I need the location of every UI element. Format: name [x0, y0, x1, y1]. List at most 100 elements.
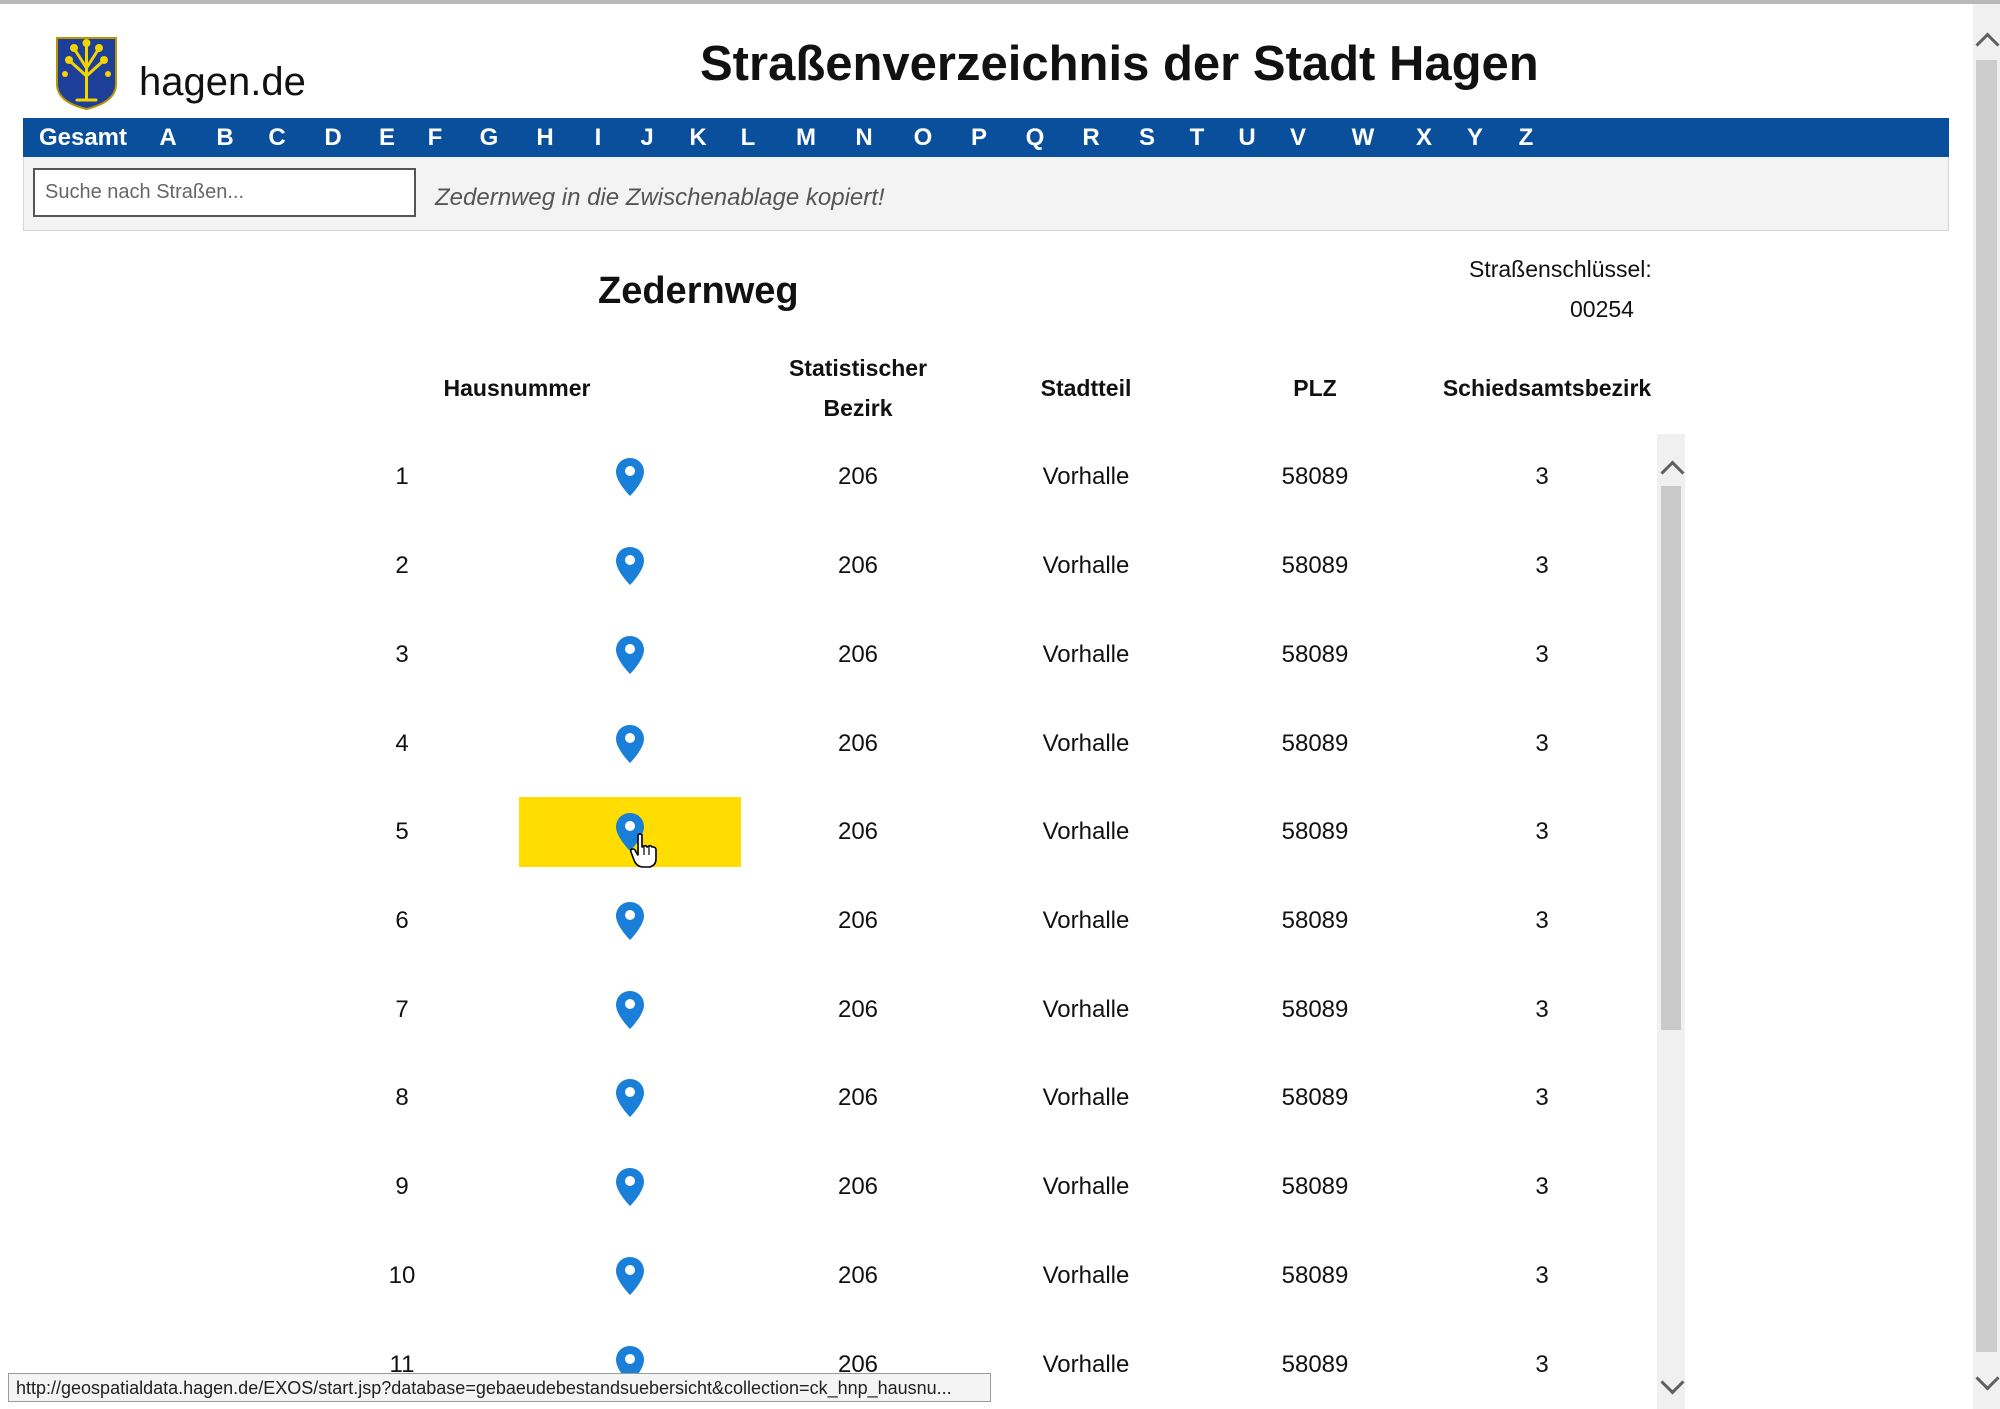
- nav-item-j[interactable]: J: [640, 124, 654, 151]
- cell-plz: 58089: [1281, 907, 1349, 934]
- nav-item-f[interactable]: F: [427, 124, 443, 151]
- cell-statistischer-bezirk: 206: [837, 1173, 879, 1200]
- map-pin-icon[interactable]: [615, 457, 645, 497]
- street-key-value: 00254: [1570, 296, 1634, 322]
- cell-statistischer-bezirk: 206: [837, 907, 879, 934]
- cell-hausnummer: 2: [395, 552, 409, 579]
- map-pin-icon[interactable]: [615, 812, 645, 852]
- cell-plz: 58089: [1281, 818, 1349, 845]
- site-name[interactable]: hagen.de: [139, 60, 306, 104]
- table-row: 4 206 Vorhalle 58089 3: [0, 709, 2000, 779]
- nav-item-x[interactable]: X: [1415, 124, 1432, 151]
- map-pin-icon[interactable]: [615, 724, 645, 764]
- table-scrollbar[interactable]: [1657, 434, 1685, 1409]
- nav-item-s[interactable]: S: [1138, 124, 1155, 151]
- nav-item-d[interactable]: D: [324, 124, 342, 151]
- map-link-cell[interactable]: [519, 1241, 741, 1311]
- col-header-schiedsamtsbezirk: Schiedsamtsbezirk: [1442, 375, 1652, 401]
- nav-item-u[interactable]: U: [1238, 124, 1256, 151]
- map-link-cell[interactable]: [519, 1063, 741, 1133]
- map-link-cell[interactable]: [519, 886, 741, 956]
- nav-item-n[interactable]: N: [855, 124, 873, 151]
- nav-item-o[interactable]: O: [913, 124, 933, 151]
- cell-plz: 58089: [1281, 1351, 1349, 1378]
- cell-schiedsamtsbezirk: 3: [1535, 552, 1549, 579]
- table-row: 5 206 Vorhalle 58089 3: [0, 797, 2000, 867]
- cell-schiedsamtsbezirk: 3: [1535, 818, 1549, 845]
- nav-item-l[interactable]: L: [740, 124, 756, 151]
- map-pin-icon[interactable]: [615, 1256, 645, 1296]
- nav-item-p[interactable]: P: [970, 124, 987, 151]
- cell-schiedsamtsbezirk: 3: [1535, 1173, 1549, 1200]
- page-scroll-down-arrow-icon[interactable]: [1975, 1366, 2000, 1391]
- nav-item-t[interactable]: T: [1189, 124, 1205, 151]
- col-header-hausnummer: Hausnummer: [443, 375, 591, 401]
- table-row: 8 206 Vorhalle 58089 3: [0, 1063, 2000, 1133]
- cell-plz: 58089: [1281, 1173, 1349, 1200]
- cell-stadtteil: Vorhalle: [1042, 907, 1130, 934]
- map-link-cell[interactable]: [519, 797, 741, 867]
- cell-plz: 58089: [1281, 463, 1349, 490]
- cell-statistischer-bezirk: 206: [837, 552, 879, 579]
- cell-hausnummer: 8: [395, 1084, 409, 1111]
- col-header-bezirk: Statistischer Bezirk: [758, 348, 958, 428]
- map-pin-icon[interactable]: [615, 990, 645, 1030]
- nav-item-z[interactable]: Z: [1518, 124, 1534, 151]
- nav-item-i[interactable]: I: [594, 124, 602, 151]
- nav-item-q[interactable]: Q: [1025, 124, 1045, 151]
- table-row: 1 206 Vorhalle 58089 3: [0, 442, 2000, 512]
- nav-item-a[interactable]: A: [159, 124, 177, 151]
- scroll-down-arrow-icon[interactable]: [1660, 1370, 1685, 1395]
- street-name: Zedernweg: [598, 270, 799, 312]
- nav-item-e[interactable]: E: [378, 124, 395, 151]
- nav-item-h[interactable]: H: [536, 124, 554, 151]
- map-link-cell[interactable]: [519, 620, 741, 690]
- map-link-cell[interactable]: [519, 709, 741, 779]
- cell-hausnummer: 10: [388, 1262, 416, 1289]
- map-pin-icon[interactable]: [615, 1167, 645, 1207]
- col-header-plz: PLZ: [1293, 375, 1337, 401]
- hagen-coat-of-arms-icon[interactable]: [55, 36, 118, 111]
- nav-item-m[interactable]: M: [796, 124, 816, 151]
- nav-item-g[interactable]: G: [479, 124, 499, 151]
- cell-schiedsamtsbezirk: 3: [1535, 730, 1549, 757]
- scroll-up-arrow-icon[interactable]: [1660, 460, 1685, 485]
- col-header-bezirk-line1: Statistischer: [788, 355, 928, 381]
- nav-item-y[interactable]: Y: [1466, 124, 1483, 151]
- nav-item-k[interactable]: K: [689, 124, 707, 151]
- cell-stadtteil: Vorhalle: [1042, 552, 1130, 579]
- map-pin-icon[interactable]: [615, 901, 645, 941]
- search-input[interactable]: [33, 168, 416, 217]
- map-pin-icon[interactable]: [615, 1078, 645, 1118]
- nav-item-gesamt[interactable]: Gesamt: [38, 124, 128, 151]
- map-link-cell[interactable]: [519, 442, 741, 512]
- table-scrollbar-thumb[interactable]: [1661, 486, 1681, 1030]
- nav-item-b[interactable]: B: [216, 124, 234, 151]
- cell-plz: 58089: [1281, 730, 1349, 757]
- map-link-cell[interactable]: [519, 975, 741, 1045]
- cell-plz: 58089: [1281, 641, 1349, 668]
- map-pin-icon[interactable]: [615, 635, 645, 675]
- cell-plz: 58089: [1281, 552, 1349, 579]
- table-row: 2 206 Vorhalle 58089 3: [0, 531, 2000, 601]
- page-scrollbar-thumb[interactable]: [1976, 60, 1997, 1352]
- map-pin-icon[interactable]: [615, 546, 645, 586]
- cell-stadtteil: Vorhalle: [1042, 996, 1130, 1023]
- nav-item-v[interactable]: V: [1289, 124, 1306, 151]
- status-bar-url: http://geospatialdata.hagen.de/EXOS/star…: [8, 1373, 991, 1402]
- table-row: 7 206 Vorhalle 58089 3: [0, 975, 2000, 1045]
- cell-stadtteil: Vorhalle: [1042, 1262, 1130, 1289]
- nav-item-w[interactable]: W: [1351, 124, 1375, 151]
- cell-schiedsamtsbezirk: 3: [1535, 996, 1549, 1023]
- nav-item-r[interactable]: R: [1082, 124, 1100, 151]
- map-link-cell[interactable]: [519, 531, 741, 601]
- page-scrollbar[interactable]: [1973, 4, 2000, 1409]
- map-link-cell[interactable]: [519, 1152, 741, 1222]
- cell-schiedsamtsbezirk: 3: [1535, 1084, 1549, 1111]
- nav-item-c[interactable]: C: [268, 124, 286, 151]
- page-scroll-up-arrow-icon[interactable]: [1975, 32, 2000, 57]
- cell-schiedsamtsbezirk: 3: [1535, 463, 1549, 490]
- search-bar: Zedernweg in die Zwischenablage kopiert!: [23, 157, 1949, 231]
- cell-schiedsamtsbezirk: 3: [1535, 907, 1549, 934]
- cell-statistischer-bezirk: 206: [837, 1084, 879, 1111]
